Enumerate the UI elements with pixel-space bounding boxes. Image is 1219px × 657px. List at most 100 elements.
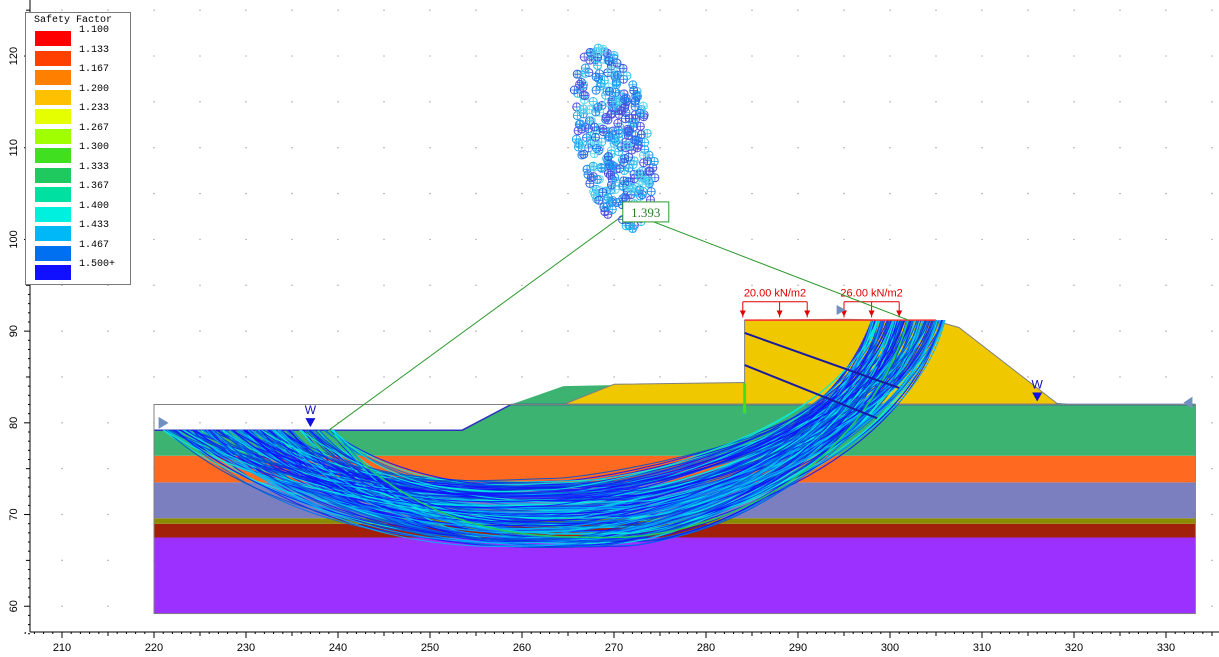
grid-dot [751,238,753,241]
slip-center-cross [610,134,619,143]
slip-center-cross [647,187,656,196]
grid-dot [475,147,477,149]
slip-center-cross [619,64,628,73]
slip-center-marker [616,142,626,152]
slip-center-cross [590,149,599,158]
slip-surface [300,319,893,504]
y-tick-label: 80 [8,417,20,429]
grid-dot [981,284,983,286]
grid-dot [797,55,799,57]
grid-dot [1027,101,1029,103]
grid-dot [291,376,293,378]
grid-dot [153,284,155,286]
grid-dot [1211,513,1213,516]
slip-center-cross [581,69,590,78]
slip-center-marker [598,44,608,54]
slip-center-marker [597,137,607,147]
grid-dot [199,9,201,11]
grid-dot [889,284,891,286]
grid-dot [521,330,523,332]
water-triangle [305,418,316,428]
grid-dot [245,330,247,332]
grid-dot [107,605,109,607]
grid-dot [889,192,891,195]
slip-center-marker [576,119,586,129]
slip-surface [314,319,903,522]
slip-surface [332,319,879,493]
grid-dot [337,192,339,195]
boundary-flag-right [1183,396,1193,409]
critical-slip-surface [328,319,910,539]
slip-center-cross [595,69,604,78]
grid-dot [613,376,615,378]
grid-dot [1119,9,1121,11]
slip-center-marker [606,109,616,119]
legend-swatch [35,206,71,222]
slip-center-marker [635,108,645,118]
slip-center-cross [576,106,585,115]
grid-dot [337,284,339,286]
slip-center-marker [629,156,639,166]
grid-dot [429,147,431,149]
grid-dot [935,9,937,11]
slip-center-cross [598,125,607,134]
slip-center-cross [592,72,601,81]
grid-dot [107,330,109,332]
slip-center-cross [631,110,640,119]
grid-dot [889,238,891,241]
legend-entry: 1.233 [35,103,130,124]
grid-dot [1073,55,1075,57]
x-tick-label: 260 [513,642,531,654]
grid-dot [521,9,523,11]
legend-value: 1.367 [79,181,110,192]
grid-dot [1165,55,1167,57]
grid-dot [153,55,155,57]
slip-center-cross [644,167,653,176]
slip-center-marker [612,79,622,89]
grid-dot [521,147,523,149]
legend-value: 1.100 [79,25,110,36]
slip-center-marker [621,93,631,103]
slip-center-cross [613,119,622,128]
slip-center-marker [569,85,579,95]
slip-center-cross [630,119,639,128]
slip-center-cross [597,137,606,146]
grid-dot [705,238,707,241]
grid-dot [1027,376,1029,378]
slip-center-cross [639,158,648,167]
grid-dot [429,192,431,195]
slip-center-marker [646,187,656,197]
x-tick-label: 230 [237,642,255,654]
grid-dot [199,101,201,103]
grid-dot [475,376,477,378]
slip-center-cross [622,71,631,80]
slip-center-marker [580,91,590,101]
grid-dot [935,284,937,286]
slip-center-marker [603,152,613,162]
slip-centers: 1.393 [569,43,670,234]
grid-dot [107,422,109,424]
slip-center-marker [584,105,594,115]
grid-dot [1211,238,1213,241]
legend-title: Safety Factor [34,15,113,26]
slip-center-cross [639,151,648,160]
slip-surface [330,319,910,546]
slip-center-cross [609,54,618,63]
grid-dot [1073,376,1075,378]
grid-dot [1211,192,1213,195]
grid-dot [1119,330,1121,332]
slip-surface [277,319,937,534]
slip-center-cross [620,103,629,112]
grid-dot [153,376,155,378]
slip-center-marker [624,113,634,123]
grid-dot [981,101,983,103]
slip-surface [206,319,908,544]
legend-entry: 1.100 [35,25,130,46]
slip-center-marker [586,131,596,141]
slip-center-marker [574,140,584,150]
grid-dot [843,101,845,103]
grid-dot [291,101,293,103]
slip-center-cross [634,169,643,178]
slip-surface [179,319,888,494]
